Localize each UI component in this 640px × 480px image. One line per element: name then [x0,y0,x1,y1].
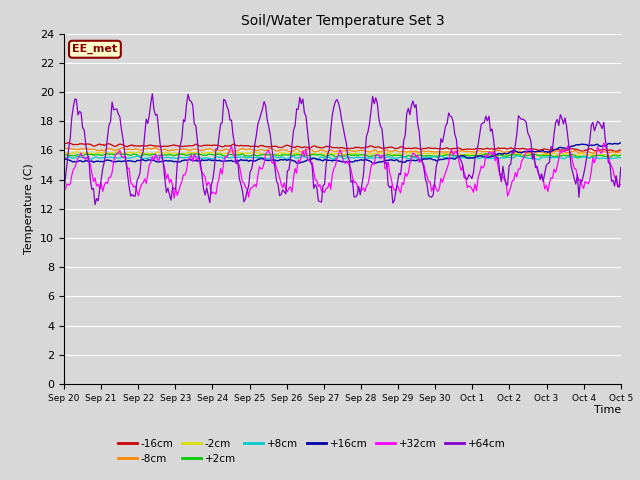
Legend: -16cm, -8cm, -2cm, +2cm, +8cm, +16cm, +32cm, +64cm: -16cm, -8cm, -2cm, +2cm, +8cm, +16cm, +3… [114,435,509,468]
Title: Soil/Water Temperature Set 3: Soil/Water Temperature Set 3 [241,14,444,28]
Y-axis label: Temperature (C): Temperature (C) [24,163,35,254]
X-axis label: Time: Time [593,405,621,415]
Text: EE_met: EE_met [72,44,118,54]
